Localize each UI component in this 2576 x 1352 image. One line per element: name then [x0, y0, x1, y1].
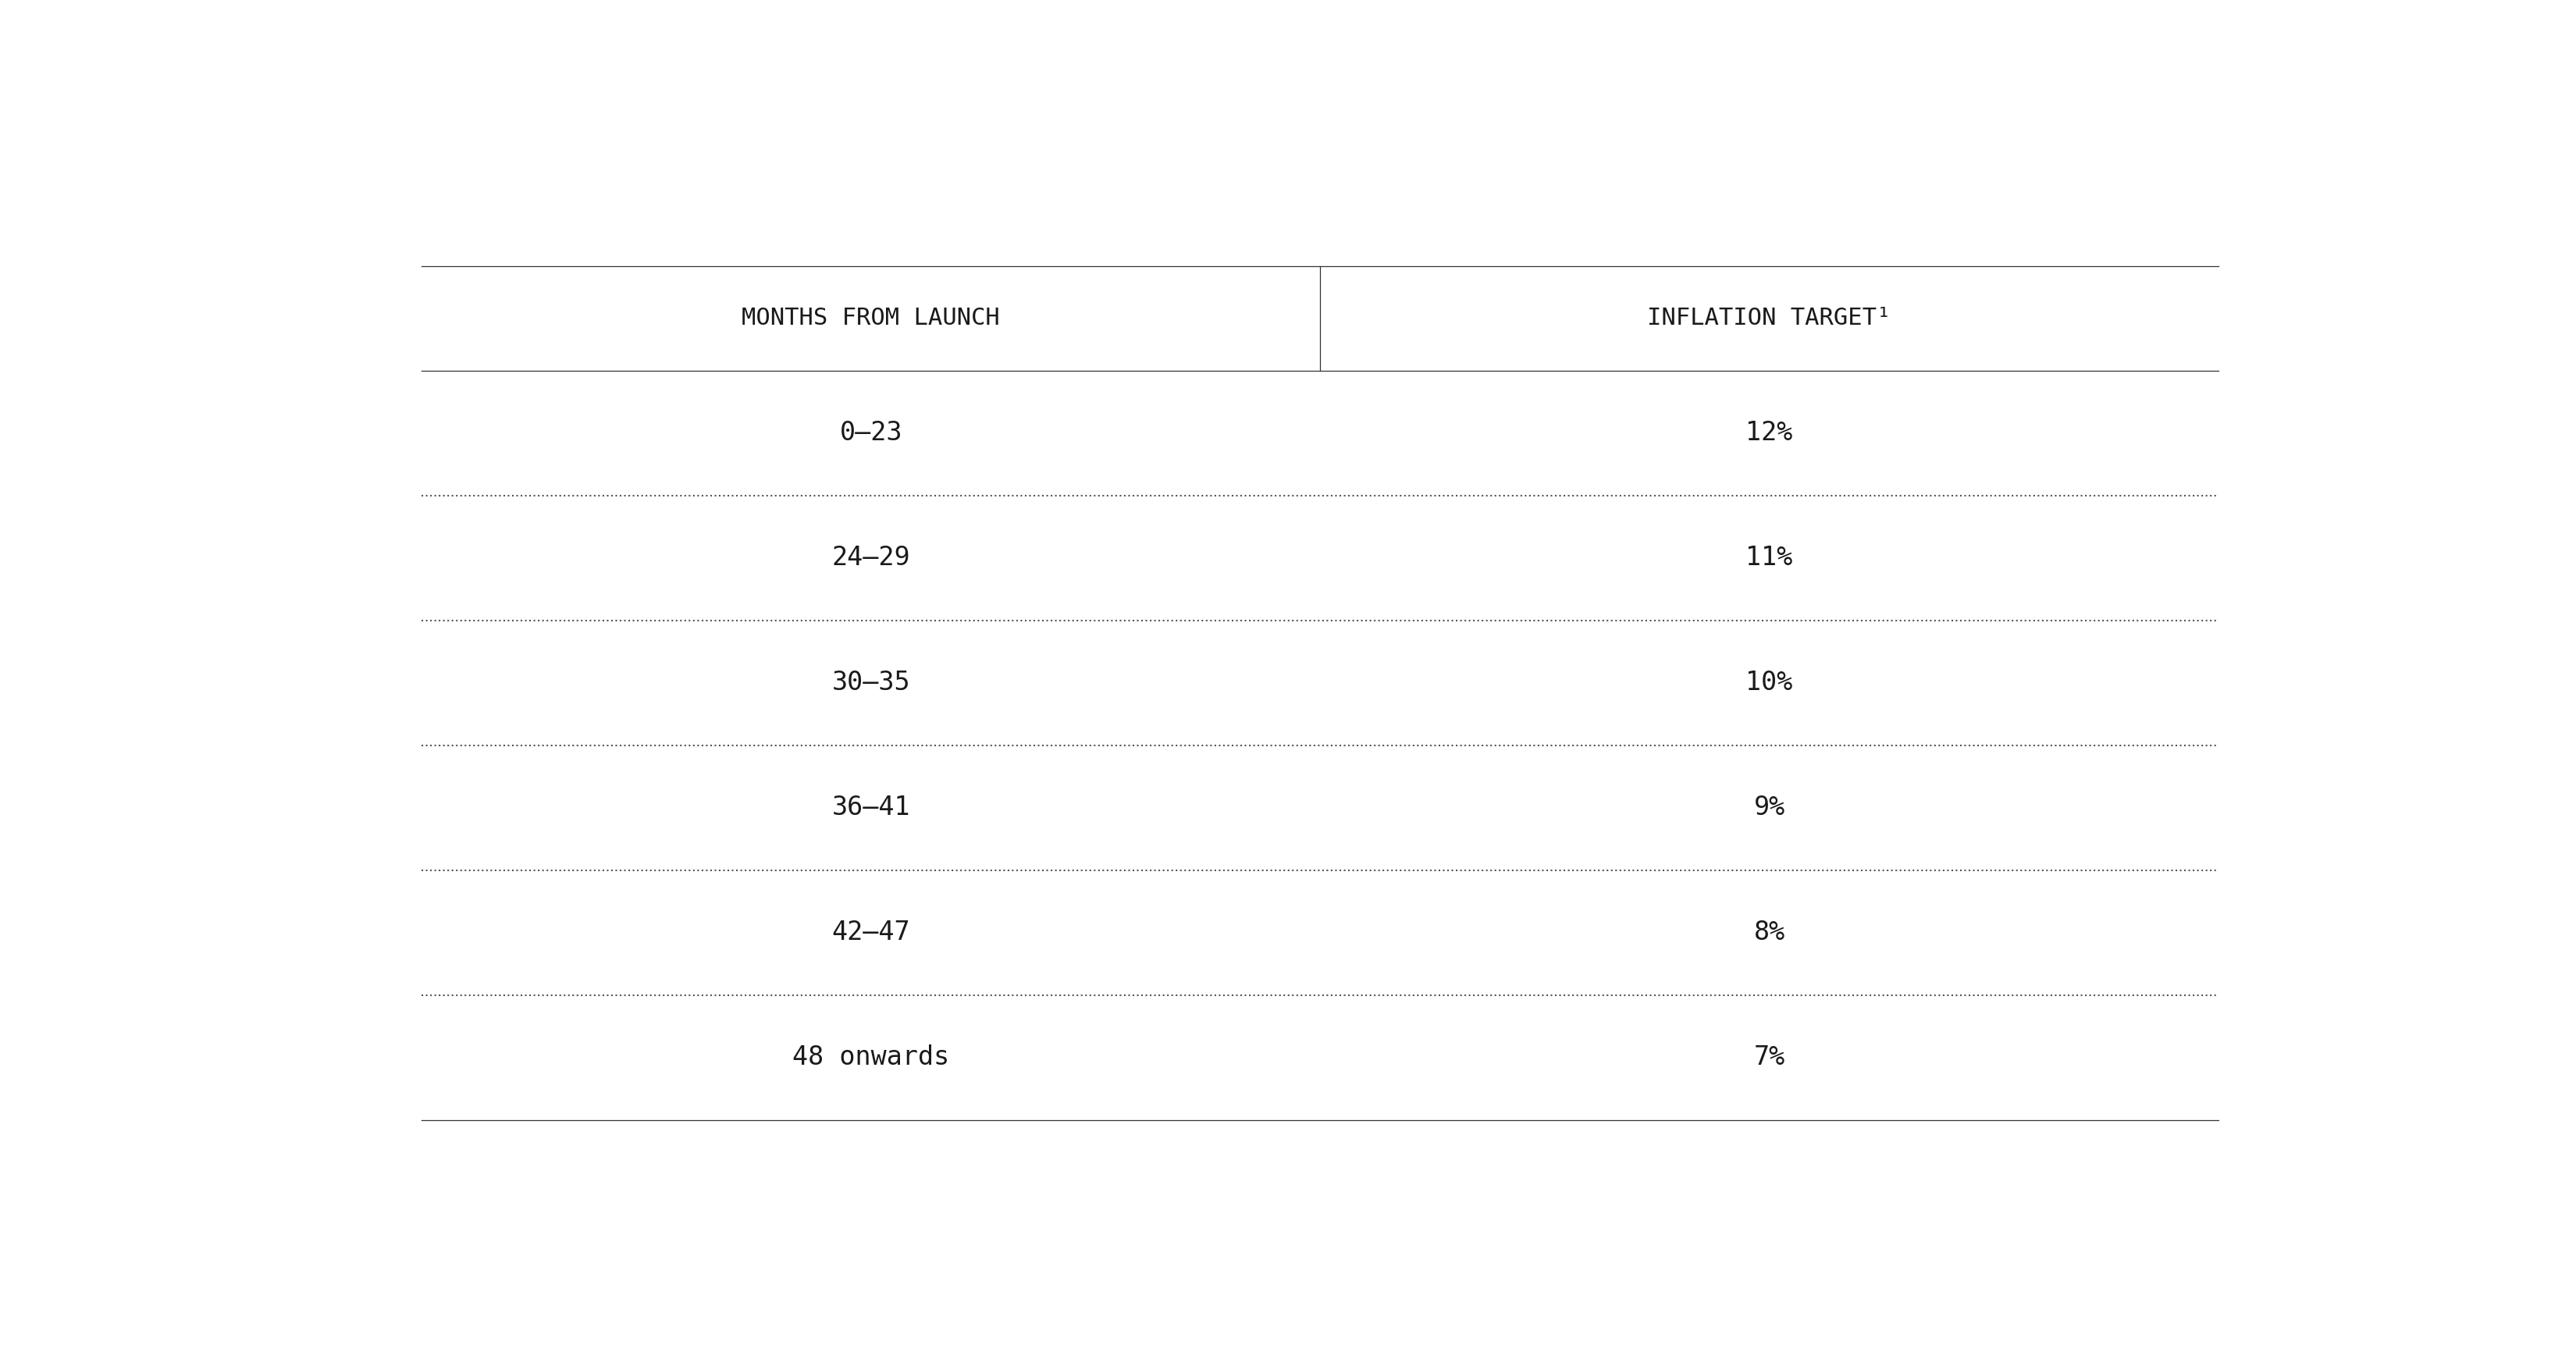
Text: 36–41: 36–41 — [832, 795, 909, 821]
Text: 10%: 10% — [1747, 669, 1793, 696]
Text: 42–47: 42–47 — [832, 919, 909, 945]
Text: 9%: 9% — [1754, 795, 1785, 821]
Text: 30–35: 30–35 — [832, 669, 909, 696]
Text: 0–23: 0–23 — [840, 420, 902, 446]
Text: INFLATION TARGET¹: INFLATION TARGET¹ — [1649, 307, 1891, 330]
Text: MONTHS FROM LAUNCH: MONTHS FROM LAUNCH — [742, 307, 999, 330]
Text: 7%: 7% — [1754, 1045, 1785, 1071]
Text: 11%: 11% — [1747, 545, 1793, 571]
Text: 48 onwards: 48 onwards — [793, 1045, 951, 1071]
Text: 24–29: 24–29 — [832, 545, 909, 571]
Text: 8%: 8% — [1754, 919, 1785, 945]
Text: 12%: 12% — [1747, 420, 1793, 446]
